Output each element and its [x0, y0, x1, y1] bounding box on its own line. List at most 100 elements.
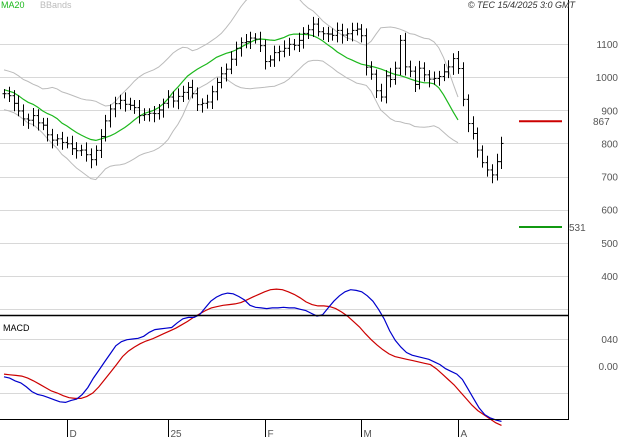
price-bar — [190, 79, 195, 99]
x-tick-label: M — [364, 429, 372, 440]
price-bar — [181, 85, 186, 102]
x-tick-label: A — [461, 429, 468, 440]
price-bar — [287, 37, 292, 56]
bbands-upper-line — [3, 0, 459, 107]
macd-tick-label: 040 — [601, 335, 618, 346]
price-bar — [272, 45, 277, 67]
price-bar — [244, 34, 249, 49]
price-bar — [408, 60, 413, 78]
price-bar — [45, 117, 50, 142]
price-tick-label: 1000 — [596, 73, 619, 84]
macd-signal-line — [3, 288, 502, 426]
x-axis: D 25 F M A — [67, 420, 468, 440]
price-bar — [215, 77, 220, 101]
price-bar — [239, 37, 244, 57]
macd-title: MACD — [3, 323, 30, 333]
price-bar — [466, 94, 471, 133]
price-bar — [335, 22, 340, 43]
price-bar — [234, 41, 239, 66]
price-bar — [65, 136, 70, 149]
price-bars — [2, 16, 504, 184]
price-bar — [277, 45, 282, 62]
x-tick-label: D — [70, 429, 77, 440]
price-bar — [128, 97, 133, 110]
price-bar — [499, 136, 504, 169]
price-bar — [55, 134, 60, 146]
price-bar — [268, 55, 273, 67]
price-bar — [152, 105, 157, 123]
price-y-axis: 400 500 600 700 800 900 1000 1100 — [596, 40, 619, 283]
macd-tick-label: 0.00 — [599, 362, 619, 373]
price-bar — [422, 62, 427, 82]
price-tick-label: 900 — [601, 106, 618, 117]
bbands-lower-line — [3, 59, 459, 181]
x-tick-label: F — [268, 429, 274, 440]
price-bar — [471, 116, 476, 140]
price-bar — [166, 90, 171, 109]
price-bar — [176, 88, 181, 110]
macd-y-axis: 0.00 040 — [599, 335, 619, 373]
price-bar — [413, 66, 418, 93]
price-bar — [89, 148, 94, 169]
price-bar — [456, 50, 461, 74]
price-bar — [355, 22, 360, 36]
price-bar — [200, 98, 205, 113]
price-bar — [137, 100, 142, 124]
price-bar — [475, 127, 480, 158]
price-bar — [258, 31, 263, 52]
price-bar — [84, 142, 89, 162]
resistance-label: 867 — [593, 117, 610, 128]
price-bar — [132, 100, 137, 114]
price-bar — [161, 98, 166, 118]
price-tick-label: 400 — [601, 272, 618, 283]
price-bar — [219, 66, 224, 89]
price-bar — [74, 142, 79, 159]
x-tick-label: 25 — [171, 429, 183, 440]
price-bar — [446, 60, 451, 79]
macd-lines — [3, 288, 502, 426]
price-bar — [345, 28, 350, 42]
price-bar — [388, 67, 393, 88]
macd-line — [3, 289, 502, 422]
price-bar — [311, 16, 316, 38]
price-tick-label: 800 — [601, 139, 618, 150]
price-tick-label: 500 — [601, 239, 618, 250]
price-bar — [99, 129, 104, 159]
price-bar — [427, 70, 432, 88]
support-label: 531 — [569, 223, 586, 234]
price-bar — [350, 22, 355, 42]
price-bar — [94, 145, 99, 166]
price-bar — [359, 24, 364, 43]
price-bar — [26, 113, 31, 129]
price-bar — [16, 95, 21, 117]
price-bar — [224, 63, 229, 82]
price-bar — [12, 90, 17, 112]
price-bar — [490, 164, 495, 184]
price-bar — [432, 71, 437, 85]
price-bar — [495, 153, 500, 181]
price-bar — [451, 53, 456, 75]
price-bar — [393, 61, 398, 85]
macd-grid — [0, 339, 568, 394]
price-bar — [157, 103, 162, 120]
price-bar — [186, 82, 191, 100]
price-bar — [118, 94, 123, 110]
price-bar — [108, 104, 113, 128]
price-bar — [195, 87, 200, 111]
price-bar — [36, 109, 41, 131]
price-bar — [297, 32, 302, 52]
price-bar — [340, 23, 345, 44]
bollinger-bands — [3, 0, 459, 181]
price-bar — [417, 60, 422, 90]
price-bar — [229, 51, 234, 75]
price-bar — [403, 32, 408, 76]
legend-bbands: BBands — [40, 0, 72, 10]
price-bar — [326, 26, 331, 43]
price-bar — [263, 39, 268, 70]
price-bar — [60, 131, 65, 150]
price-bar — [301, 27, 306, 49]
price-bar — [374, 69, 379, 99]
price-bar — [480, 145, 485, 168]
price-bar — [330, 28, 335, 41]
